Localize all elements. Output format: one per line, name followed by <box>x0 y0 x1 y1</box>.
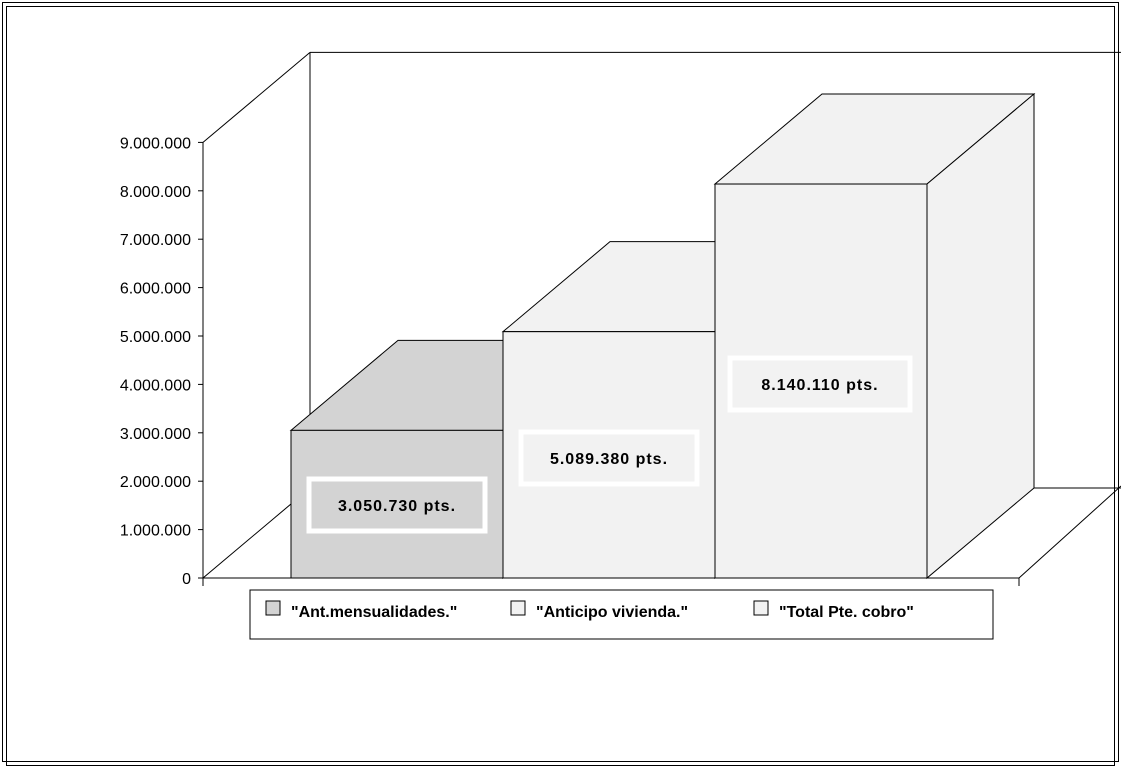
bar-chart-3d: 0 1.000.000 2.000.000 3.000.000 4.000.000 5.0… <box>120 51 1121 640</box>
legend-label: "Total Pte. cobro" <box>779 604 914 621</box>
wall-top-left-edge <box>202 52 311 143</box>
y-tick-label: 1.000.000 <box>120 523 191 540</box>
legend: "Ant.mensualidades." "Anticipo vivienda."… <box>249 589 994 640</box>
y-tick-label: 5.000.000 <box>120 329 191 346</box>
value-axis: 0 1.000.000 2.000.000 3.000.000 4.000.000 5.0… <box>120 135 1020 588</box>
bar-front-face <box>714 183 928 579</box>
floor-right-edge <box>1018 485 1121 579</box>
legend-swatch <box>510 600 526 616</box>
y-tick-label: 8.000.000 <box>120 184 191 201</box>
legend-item-1: "Ant.mensualidades." <box>265 600 457 621</box>
legend-swatch <box>753 600 769 616</box>
data-label-border <box>727 355 913 413</box>
bar-3 <box>713 92 1036 580</box>
legend-item-3: "Total Pte. cobro" <box>753 600 914 621</box>
bar-group <box>289 92 1036 580</box>
y-tick-label: 9.000.000 <box>120 135 191 152</box>
bar-front-face <box>290 429 504 579</box>
data-label-1: 3.050.730 pts. <box>306 476 488 534</box>
data-label-text: 5.089.380 pts. <box>550 451 668 468</box>
data-label-text: 8.140.110 pts. <box>761 377 878 394</box>
y-tick-label: 3.000.000 <box>120 426 191 443</box>
legend-label: "Anticipo vivienda." <box>536 604 688 621</box>
legend-swatch <box>265 600 281 616</box>
data-labels: 3.050.730 pts. 5.089.380 pts. 8.140.110 pt… <box>306 355 913 534</box>
data-label-border <box>306 476 488 534</box>
legend-item-2: "Anticipo vivienda." <box>510 600 688 621</box>
y-tick-label: 6.000.000 <box>120 281 191 298</box>
legend-label: "Ant.mensualidades." <box>291 604 457 621</box>
y-tick-label: 0 <box>182 571 191 588</box>
data-label-2: 5.089.380 pts. <box>518 429 700 487</box>
data-label-border <box>518 429 700 487</box>
legend-box <box>249 589 994 640</box>
data-label-text: 3.050.730 pts. <box>338 498 456 515</box>
y-tick-label: 4.000.000 <box>120 377 191 394</box>
bar-front-face <box>502 331 716 579</box>
data-label-3: 8.140.110 pts. <box>727 355 913 413</box>
y-tick-label: 2.000.000 <box>120 474 191 491</box>
y-tick-label: 7.000.000 <box>120 232 191 249</box>
